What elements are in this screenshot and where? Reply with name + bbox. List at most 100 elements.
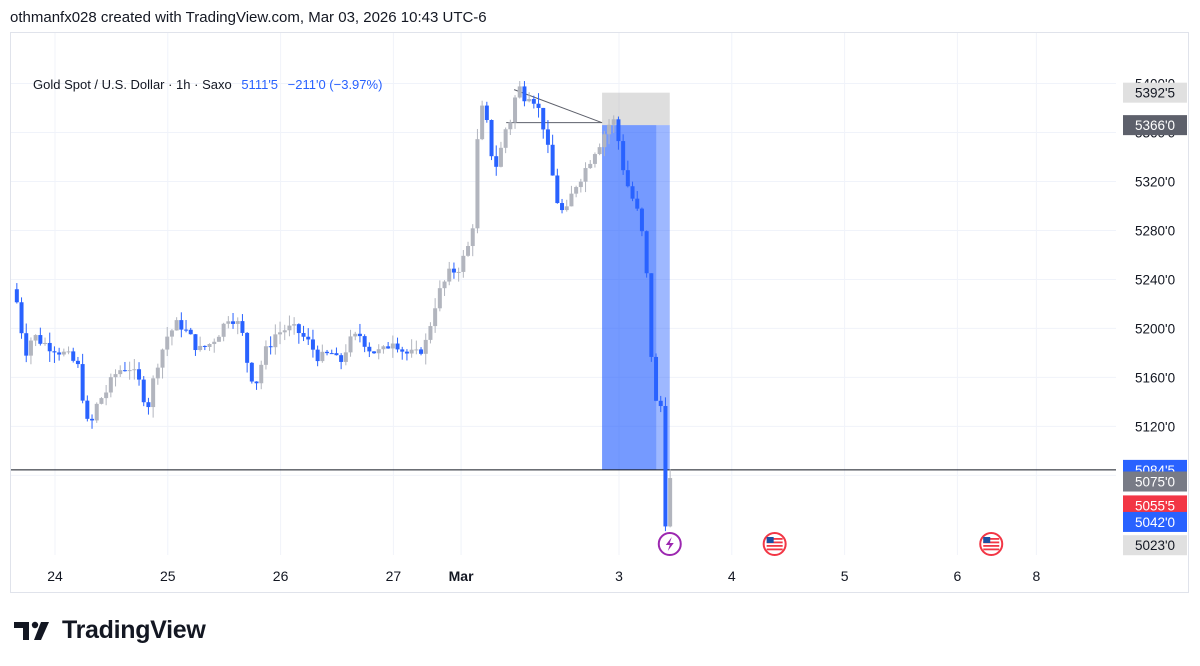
- candle-body: [127, 370, 132, 372]
- candle-body: [564, 206, 569, 211]
- price-chart[interactable]: 24252627Mar345685400'05360'05320'05280'0…: [11, 33, 1188, 592]
- candle-body: [588, 163, 593, 169]
- candle-body: [155, 367, 160, 379]
- candle-body: [28, 340, 33, 356]
- candle-body: [94, 403, 99, 421]
- x-tick-label: 27: [386, 568, 402, 584]
- candle-body: [193, 334, 198, 351]
- x-tick-label: Mar: [449, 568, 474, 584]
- price-label: 5023'0: [1135, 538, 1175, 553]
- candle-body: [616, 119, 621, 142]
- candle-body: [287, 325, 292, 331]
- candle-body: [428, 326, 433, 340]
- candle-body: [498, 147, 503, 167]
- candle-body: [310, 339, 315, 350]
- candle-body: [216, 336, 221, 342]
- candle-body: [71, 351, 76, 361]
- candle-body: [423, 339, 428, 354]
- candle-body: [57, 352, 62, 355]
- candle-body: [315, 349, 320, 362]
- candle-body: [268, 346, 273, 348]
- price-label: 5075'0: [1135, 475, 1175, 490]
- candle-body: [141, 379, 146, 403]
- candle-body: [188, 329, 193, 335]
- candle-body: [503, 129, 508, 148]
- y-tick-label: 5120'0: [1135, 419, 1175, 434]
- candle-body: [122, 370, 127, 372]
- candle-body: [108, 377, 113, 393]
- candle-body: [357, 333, 362, 337]
- candle-body: [52, 351, 57, 353]
- candle-body: [85, 400, 90, 419]
- price-label: 5042'0: [1135, 515, 1175, 530]
- candle-body: [33, 335, 38, 341]
- candle-body: [400, 349, 405, 352]
- candle-body: [24, 333, 29, 356]
- us-flag-icon[interactable]: [762, 532, 787, 556]
- price-label-bg: [1123, 511, 1187, 532]
- candle-body: [372, 351, 377, 354]
- candle-body: [113, 374, 118, 378]
- price-label: 5392'5: [1135, 86, 1175, 101]
- chart-caption: othmanfx028 created with TradingView.com…: [10, 9, 487, 26]
- candle-body: [14, 289, 19, 303]
- brand-name: TradingView: [62, 616, 206, 644]
- chart-legend: Gold Spot / U.S. Dollar · 1h · Saxo 5111…: [33, 77, 382, 92]
- candle-body: [278, 332, 283, 335]
- x-tick-label: 4: [728, 568, 736, 584]
- candle-body: [466, 246, 471, 256]
- candle-body: [99, 398, 104, 404]
- us-flag-icon[interactable]: [979, 532, 1004, 556]
- candle-body: [146, 402, 151, 408]
- candle-body: [522, 86, 527, 102]
- candle-body: [513, 97, 518, 123]
- candle-body: [592, 154, 597, 164]
- candle-body: [569, 193, 574, 207]
- candle-body: [254, 381, 259, 384]
- candle-body: [240, 321, 245, 333]
- candle-body: [470, 228, 475, 247]
- candle-body: [527, 99, 532, 102]
- candle-body: [668, 478, 673, 527]
- candle-body: [306, 336, 311, 340]
- candle-body: [263, 346, 268, 365]
- candle-body: [259, 364, 264, 384]
- candle-body: [644, 231, 649, 274]
- candle-body: [296, 324, 301, 334]
- candle-body: [654, 356, 659, 401]
- candle-body: [75, 360, 80, 365]
- candle-body: [517, 86, 522, 98]
- lightning-icon[interactable]: [657, 532, 682, 556]
- candle-body: [555, 175, 560, 204]
- y-tick-label: 5280'0: [1135, 223, 1175, 238]
- chart-frame[interactable]: 24252627Mar345685400'05360'05320'05280'0…: [10, 32, 1189, 593]
- candle-body: [174, 320, 179, 331]
- candle-body: [451, 268, 456, 273]
- candle-body: [625, 170, 630, 187]
- tradingview-logo-icon: [14, 621, 49, 640]
- candle-body: [202, 345, 207, 347]
- candle-body: [607, 124, 612, 135]
- candle-body: [531, 99, 536, 104]
- candle-body: [301, 333, 306, 337]
- price-label-bg: [1123, 495, 1187, 516]
- candle-body: [597, 147, 602, 155]
- candle-body: [249, 362, 254, 382]
- candle-body: [550, 144, 555, 176]
- candle-body: [43, 342, 48, 344]
- candle-body: [461, 255, 466, 272]
- candle-body: [231, 321, 236, 324]
- candle-body: [395, 343, 400, 350]
- x-tick-label: 24: [47, 568, 63, 584]
- brand[interactable]: TradingView: [14, 616, 206, 645]
- candle-body: [348, 336, 353, 353]
- candle-body: [38, 335, 43, 344]
- candle-body: [104, 392, 109, 399]
- y-tick-label: 5240'0: [1135, 272, 1175, 287]
- symbol-description: Gold Spot / U.S. Dollar · 1h · Saxo: [33, 77, 232, 92]
- candle-body: [508, 122, 513, 130]
- price-label: 5366'0: [1135, 118, 1175, 133]
- candle-body: [545, 129, 550, 145]
- x-tick-label: 8: [1032, 568, 1040, 584]
- candle-body: [447, 268, 452, 282]
